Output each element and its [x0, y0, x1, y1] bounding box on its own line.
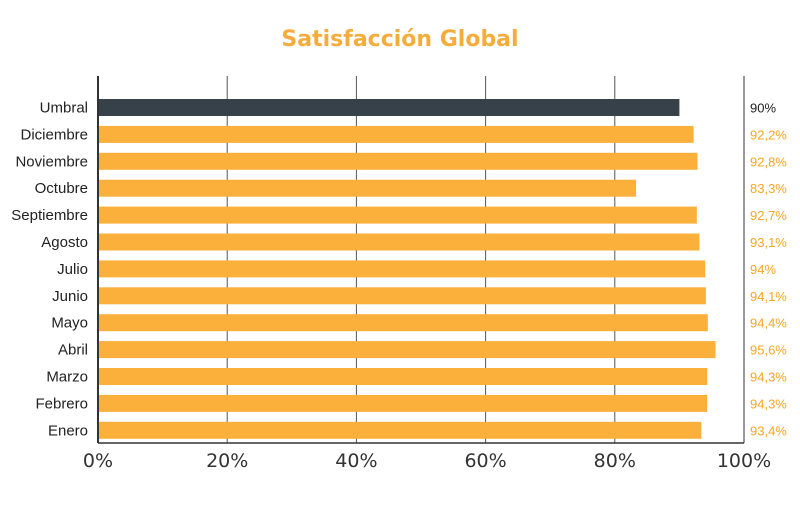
- value-label: 92,7%: [750, 208, 787, 223]
- bar: [98, 287, 706, 305]
- bar: [98, 368, 708, 385]
- bar: [98, 394, 708, 412]
- x-tick-label: 20%: [206, 450, 248, 472]
- value-label: 93,4%: [750, 423, 787, 438]
- value-label: 94,3%: [750, 396, 787, 411]
- category-label: Julio: [57, 261, 88, 278]
- category-label: Febrero: [35, 395, 88, 412]
- value-label: 94,4%: [750, 316, 787, 331]
- bar: [98, 206, 697, 224]
- x-tick-label: 40%: [335, 450, 377, 472]
- x-tick-label: 80%: [594, 450, 636, 472]
- bar: [98, 99, 680, 116]
- bar: [98, 314, 708, 332]
- bar: [98, 421, 702, 439]
- category-label: Mayo: [51, 315, 88, 332]
- x-tick-label: 100%: [717, 450, 771, 472]
- value-label: 94,3%: [750, 370, 787, 385]
- value-label: 95,6%: [750, 343, 787, 358]
- bar: [98, 179, 637, 197]
- value-label: 94%: [750, 262, 776, 277]
- value-label: 93,1%: [750, 235, 787, 250]
- x-tick-labels: 0% 20% 40% 60% 80% 100%: [83, 450, 771, 472]
- value-label: 90%: [750, 101, 776, 116]
- bar: [98, 152, 698, 170]
- category-label: Umbral: [40, 100, 88, 117]
- chart-title: Satisfacción Global: [281, 27, 518, 52]
- bar: [98, 341, 716, 359]
- category-label: Junio: [52, 288, 88, 305]
- category-label: Agosto: [41, 234, 88, 251]
- value-labels: 90% 92,2% 92,8% 83,3% 92,7% 93,1% 94% 94,1% 94,4…: [750, 101, 787, 439]
- bars: [98, 99, 716, 439]
- value-label: 94,1%: [750, 289, 787, 304]
- category-labels: Umbral Diciembre Noviembre Octubre Septiembr…: [11, 100, 88, 440]
- category-label: Octubre: [35, 180, 88, 197]
- x-tick-label: 0%: [83, 450, 113, 472]
- category-label: Septiembre: [11, 207, 88, 224]
- value-label: 92,2%: [750, 127, 787, 142]
- axes: [97, 76, 745, 444]
- x-tick-label: 60%: [464, 450, 506, 472]
- value-label: 92,8%: [750, 154, 787, 169]
- bar: [98, 260, 706, 278]
- category-label: Diciembre: [20, 126, 88, 143]
- category-label: Abril: [58, 342, 88, 359]
- bar: [98, 125, 694, 143]
- category-label: Enero: [48, 422, 88, 439]
- value-label: 83,3%: [750, 181, 787, 196]
- category-label: Noviembre: [15, 153, 88, 170]
- bar: [98, 233, 700, 251]
- category-label: Marzo: [46, 369, 88, 386]
